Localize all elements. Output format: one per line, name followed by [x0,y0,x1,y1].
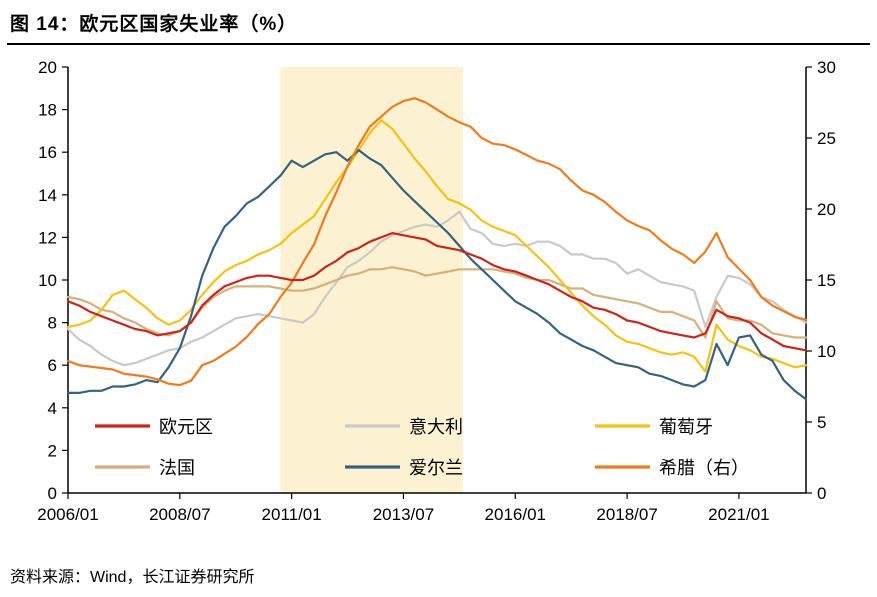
y-left-tick-label: 8 [48,314,57,333]
y-right-tick-label: 0 [817,484,826,503]
series-line-portugal [66,119,808,373]
y-right-tick-label: 15 [817,271,836,290]
series-line-greece [66,97,808,387]
y-left-tick-label: 10 [38,271,57,290]
y-right-tick-label: 10 [817,342,836,361]
series-line-ireland [66,148,808,401]
y-right-tick-label: 5 [817,413,826,432]
x-tick-label: 2021/01 [708,505,769,524]
legend-label-eurozone: 欧元区 [159,417,213,437]
x-tick-label: 2008/07 [149,505,210,524]
series-line-eurozone [66,232,808,352]
y-left-tick-label: 18 [38,101,57,120]
x-tick-label: 2016/01 [485,505,546,524]
figure-header: 图 14：欧元区国家失业率（%） [7,0,870,45]
legend-label-portugal: 葡萄牙 [659,417,713,437]
y-left-tick-label: 2 [48,441,57,460]
y-right-tick-label: 20 [817,200,836,219]
highlight-band [280,67,464,493]
y-left-tick-label: 16 [38,143,57,162]
y-left-tick-label: 4 [48,399,57,418]
x-tick-label: 2011/01 [262,505,322,524]
y-left-tick-label: 0 [48,484,57,503]
y-left-tick-label: 20 [38,58,57,77]
x-tick-label: 2006/01 [37,505,98,524]
unemployment-chart: 0 2 4 6 8 10 12 14 16 18 20 0 5 10 15 20 25 30 2006/01 2008… [37,58,836,524]
y-right-tick-label: 30 [817,58,836,77]
x-tick-label: 2013/07 [373,505,434,524]
legend-label-ireland: 爱尔兰 [409,458,463,478]
source-note: 资料来源：Wind，长江证券研究所 [10,569,255,586]
y-right-tick-label: 25 [817,129,836,148]
x-tick-label: 2018/07 [596,505,657,524]
legend-label-greece: 希腊（右） [659,458,749,478]
series-line-italy [66,210,808,367]
y-left-tick-label: 12 [38,228,57,247]
figure-title: 图 14：欧元区国家失业率（%） [10,14,298,35]
legend-label-italy: 意大利 [409,417,463,437]
legend-label-france: 法国 [159,458,195,478]
y-left-tick-label: 14 [38,186,57,205]
y-left-tick-label: 6 [48,356,57,375]
